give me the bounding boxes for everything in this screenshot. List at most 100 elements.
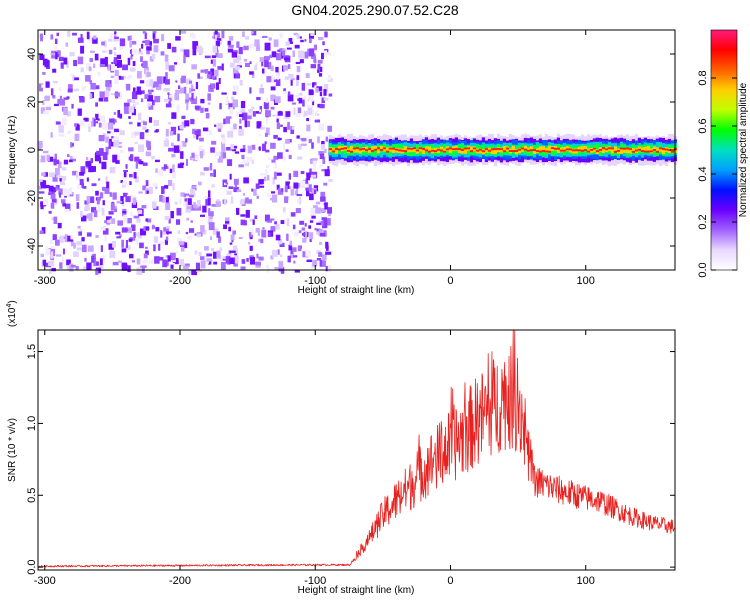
spectrogram-noise-cell [242, 145, 246, 151]
spectrogram-noise-cell [247, 115, 252, 120]
spectrogram-band-cell [460, 148, 464, 154]
spectrogram-noise-cell [97, 178, 101, 181]
spectrogram-noise-cell [55, 254, 62, 257]
spectrogram-noise-cell [140, 265, 147, 268]
spectrogram-noise-cell [272, 177, 275, 185]
spectrogram-noise-cell [82, 244, 87, 253]
spectrogram-noise-cell [48, 261, 55, 267]
spectrogram-noise-cell [221, 134, 225, 138]
spectrogram-noise-cell [240, 214, 246, 217]
spectrogram-band-cell [505, 147, 509, 150]
spectrogram-noise-cell [51, 198, 57, 203]
spectrogram-noise-cell [322, 50, 327, 57]
spectrogram-noise-cell [260, 84, 263, 88]
spectrogram-noise-cell [258, 146, 261, 151]
spectrogram-noise-cell [157, 99, 160, 102]
spectrogram-noise-cell [104, 220, 109, 224]
spectrogram-noise-cell [306, 83, 312, 86]
spectrogram-band-cell [487, 149, 491, 152]
spectrogram-noise-cell [313, 55, 317, 63]
spectrogram-noise-cell [76, 241, 82, 246]
spectrogram-noise-cell [177, 230, 181, 235]
spectrogram-noise-cell [255, 111, 262, 114]
spectrogram-noise-cell [102, 122, 108, 130]
spectrogram-noise-cell [134, 156, 140, 162]
spectrogram-noise-cell [158, 256, 164, 261]
colorbar-tick-label: 0.8 [697, 70, 709, 85]
spectrogram-noise-cell [188, 198, 192, 205]
spectrogram-noise-cell [55, 239, 60, 246]
spectrogram-noise-cell [266, 175, 270, 181]
spectrogram-noise-cell [39, 179, 43, 182]
chart-title: GN04.2025.290.07.52.C28 [291, 2, 459, 18]
spectrogram-band-cell [397, 149, 401, 152]
spectrogram-noise-cell [308, 138, 312, 144]
spectrogram-noise-cell [136, 86, 141, 93]
spectrogram-band-cell [634, 149, 638, 152]
spectrogram-noise-cell [264, 176, 267, 182]
spectrogram-noise-cell [154, 256, 160, 264]
spectrogram-noise-cell [281, 188, 284, 192]
spectrogram-noise-cell [314, 207, 321, 214]
spectrogram-noise-cell [172, 171, 176, 179]
spectrogram-noise-cell [140, 228, 146, 236]
spectrogram-y-ticks: -40 -20 0 20 40 [26, 48, 675, 254]
spectrogram-noise-cell [131, 40, 137, 45]
spectrogram-noise-cell [48, 185, 54, 192]
spectrogram-noise-cell [105, 146, 109, 155]
spectrogram-noise-cell [76, 176, 82, 181]
spectrogram-noise-cell [293, 260, 296, 264]
spectrogram-noise-cell [315, 201, 320, 205]
spectrogram-noise-cell [270, 94, 276, 102]
spectrogram-noise-cell [180, 87, 186, 94]
spectrogram-noise-cell [251, 159, 254, 164]
spectrogram-noise-cell [272, 249, 278, 257]
spectrogram-noise-cell [234, 255, 239, 264]
spectrogram-noise-cell [86, 232, 92, 237]
spectrogram-noise-cell [183, 86, 187, 94]
spectrogram-noise-cell [325, 136, 328, 142]
spectrogram-noise-cell [232, 245, 237, 254]
spectrogram-noise-cell [309, 48, 315, 57]
spectrogram-noise-cell [113, 136, 120, 142]
spectrogram-noise-cell [270, 65, 274, 72]
snr-x-ticks: -300 -200 -100 0 100 [34, 330, 595, 587]
spectrogram-noise-cell [145, 250, 149, 256]
spectrogram-noise-cell [119, 234, 122, 238]
spectrogram-noise-cell [217, 53, 223, 58]
spectrogram-noise-cell [209, 163, 213, 171]
spectrogram-noise-cell [208, 211, 214, 217]
spectrogram-noise-cell [90, 121, 95, 127]
spectrogram-noise-cell [261, 35, 268, 38]
spectrogram-band-cell [367, 148, 371, 153]
spectrogram-noise-cell [266, 164, 270, 169]
spectrogram-noise-cell [320, 221, 324, 226]
spectrogram-noise-cell [71, 103, 74, 109]
spectrogram-band-cell [610, 147, 614, 150]
spectrogram-noise-cell [170, 126, 177, 135]
spectrogram-noise-cell [228, 226, 231, 232]
spectrogram-noise-cell [77, 37, 84, 43]
spectrogram-band-cell [646, 150, 650, 153]
spectrogram-noise-cell [180, 246, 185, 252]
spectrogram-noise-cell [291, 78, 295, 81]
spectrogram-noise-cell [228, 186, 234, 189]
spectrogram-noise-cell [206, 253, 213, 257]
spectrogram-noise-cell [276, 172, 282, 176]
spectrogram-noise-cell [165, 226, 170, 229]
spectrogram-noise-cell [321, 169, 326, 172]
spectrogram-noise-cell [66, 265, 71, 270]
spectrogram-band-cell [670, 150, 674, 153]
spectrogram-noise-cell [111, 61, 114, 66]
spectrogram-noise-cell [97, 205, 101, 213]
spectrogram-noise-cell [64, 208, 70, 213]
spectrogram-noise-cell [148, 186, 153, 194]
spectrogram-noise-cell [296, 75, 300, 80]
spectrogram-noise-cell [135, 176, 139, 183]
spectrogram-noise-cell [177, 163, 184, 169]
spectrogram-noise-cell [53, 81, 58, 84]
spectrogram-noise-cell [49, 172, 55, 178]
spectrogram-noise-cell [291, 126, 295, 130]
spectrogram-noise-cell [178, 241, 185, 246]
spectrogram-band-cell [403, 146, 407, 151]
